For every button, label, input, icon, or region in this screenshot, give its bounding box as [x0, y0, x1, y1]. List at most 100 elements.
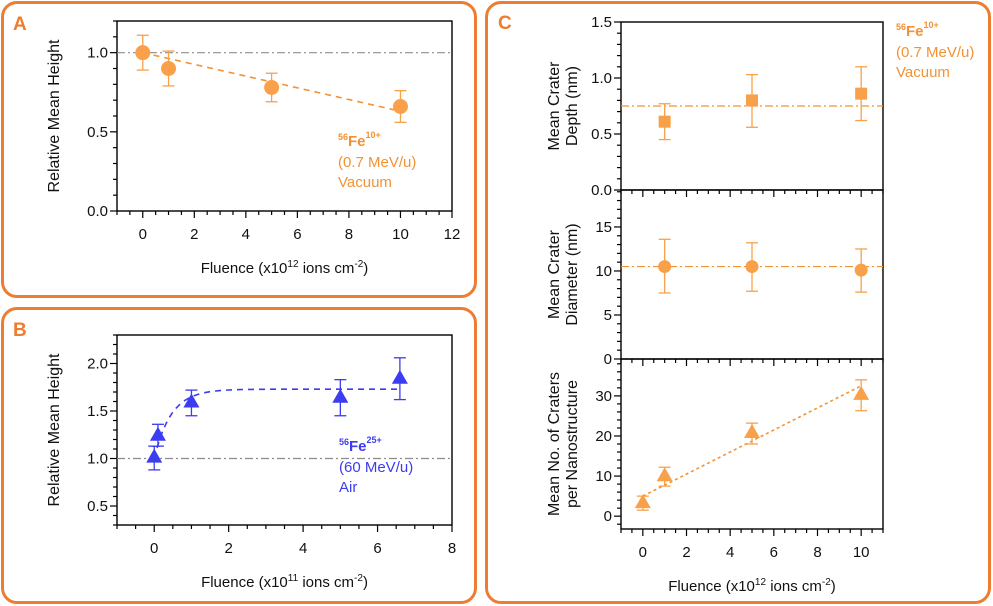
ion-energy-label: (0.7 MeV/u)	[338, 154, 416, 171]
plot-frame	[116, 20, 453, 212]
environment-label: Vacuum	[896, 64, 950, 81]
annotation-c1: 56Fe10+ (0.7 MeV/u) Vacuum	[896, 20, 974, 81]
y-axis-label: Depth (nm)	[564, 66, 581, 146]
x-tick-label: 10	[853, 544, 870, 561]
marker-circle	[392, 99, 408, 114]
y-tick-label: 0.5	[87, 124, 108, 141]
x-tick-label: 8	[813, 544, 821, 561]
x-tick-label: 6	[770, 544, 778, 561]
panel-b: B	[1, 307, 477, 604]
data-point	[855, 66, 868, 122]
y-tick-label: 15	[595, 219, 612, 236]
panel-a-label: A	[13, 14, 27, 35]
marker-triangle	[744, 423, 760, 438]
x-tick-label: 4	[726, 544, 734, 561]
chart-c3: 0 2 4 6 8 10 0 10 20 30 Mean No. of Craters per Nan…	[546, 358, 884, 595]
y-tick-label: 2.0	[87, 356, 108, 373]
ion-energy-label: (60 MeV/u)	[339, 459, 413, 476]
marker-circle	[658, 260, 672, 274]
y-axis-label: per Nanostructure	[564, 380, 581, 508]
y-tick-label: 5	[604, 307, 612, 324]
panel-c-label: C	[498, 13, 512, 34]
ion-species-label: 56Fe10+	[896, 20, 939, 40]
ion-energy-label: (0.7 MeV/u)	[896, 44, 974, 61]
data-point	[656, 466, 673, 487]
marker-triangle	[656, 467, 673, 482]
y-tick-label: 1.5	[591, 14, 612, 31]
x-tick-label: 8	[448, 540, 456, 557]
x-axis-label: Fluence (x1012 ions cm-2)	[668, 577, 836, 595]
x-tick-label: 10	[392, 226, 409, 243]
marker-circle	[161, 61, 177, 76]
data-point	[745, 242, 759, 292]
y-tick-label: 1.0	[591, 70, 612, 87]
panel-a: A	[1, 1, 477, 298]
data-point	[854, 248, 868, 293]
y-tick-label: 1.5	[87, 403, 108, 420]
data-point	[746, 73, 758, 128]
chart-a: 0 2 4 6 8 10 12 0.0 0.5 1.0 Relative Mean Height Fl…	[46, 20, 461, 277]
chart-b: 0 2 4 6 8 0.5 1.0 1.5 2.0 Relative Mean Height Flu…	[46, 334, 456, 591]
marker-square	[746, 94, 758, 107]
data-point	[391, 357, 408, 401]
y-tick-label: 0.5	[87, 498, 108, 515]
data-point	[658, 103, 671, 141]
data-point	[146, 445, 163, 471]
y-axis-label: Mean No. of Craters	[546, 372, 563, 516]
data-point	[392, 90, 408, 123]
x-tick-label: 4	[299, 540, 307, 557]
marker-circle	[264, 80, 280, 95]
y-tick-label: 0	[604, 508, 612, 525]
x-tick-label: 0	[639, 544, 647, 561]
x-axis-label: Fluence (x1012 ions cm-2)	[201, 259, 369, 277]
y-tick-label: 0	[604, 351, 612, 368]
panel-b-label: B	[13, 320, 27, 341]
marker-triangle	[853, 385, 870, 400]
y-axis-label: Mean Crater	[546, 229, 563, 319]
y-tick-label: 10	[595, 263, 612, 280]
data-point	[658, 238, 672, 294]
data-point	[634, 494, 651, 511]
x-axis-label: Fluence (x1011 ions cm-2)	[201, 573, 368, 591]
data-point	[853, 379, 870, 412]
x-tick-label: 2	[682, 544, 690, 561]
data-point	[264, 72, 280, 103]
x-tick-label: 2	[190, 226, 198, 243]
marker-triangle	[332, 388, 349, 403]
data-point	[332, 378, 349, 417]
data-point	[149, 423, 166, 447]
y-tick-label: 30	[595, 388, 612, 405]
x-tick-label: 12	[444, 226, 461, 243]
x-tick-label: 4	[242, 226, 250, 243]
x-tick-label: 0	[139, 226, 147, 243]
marker-square	[658, 115, 671, 128]
marker-circle	[135, 45, 151, 61]
data-point	[135, 34, 151, 71]
marker-triangle	[391, 369, 408, 384]
annotation-b: 56Fe25+ (60 MeV/u) Air	[339, 435, 413, 496]
y-tick-label: 0.5	[591, 126, 612, 143]
marker-triangle	[183, 393, 200, 408]
y-axis-label: Mean Crater	[546, 61, 563, 151]
y-tick-label: 1.0	[87, 451, 108, 468]
y-tick-label: 10	[595, 468, 612, 485]
marker-triangle	[149, 426, 166, 441]
marker-triangle	[634, 494, 651, 509]
y-tick-label: 0.0	[87, 203, 108, 220]
data-point	[744, 422, 760, 445]
x-tick-label: 8	[345, 226, 353, 243]
y-axis-label: Diameter (nm)	[564, 223, 581, 325]
x-tick-label: 2	[224, 540, 232, 557]
y-axis-label: Relative Mean Height	[46, 39, 63, 193]
y-tick-label: 0.0	[591, 182, 612, 199]
y-tick-label: 20	[595, 428, 612, 445]
ion-species-label: 56Fe10+	[338, 130, 381, 150]
data-point	[183, 389, 200, 417]
ion-species-label: 56Fe25+	[339, 435, 382, 455]
marker-triangle	[146, 448, 163, 463]
marker-square	[855, 87, 868, 100]
x-tick-label: 6	[293, 226, 301, 243]
fit-line	[153, 388, 400, 459]
plot-frame	[116, 334, 453, 526]
